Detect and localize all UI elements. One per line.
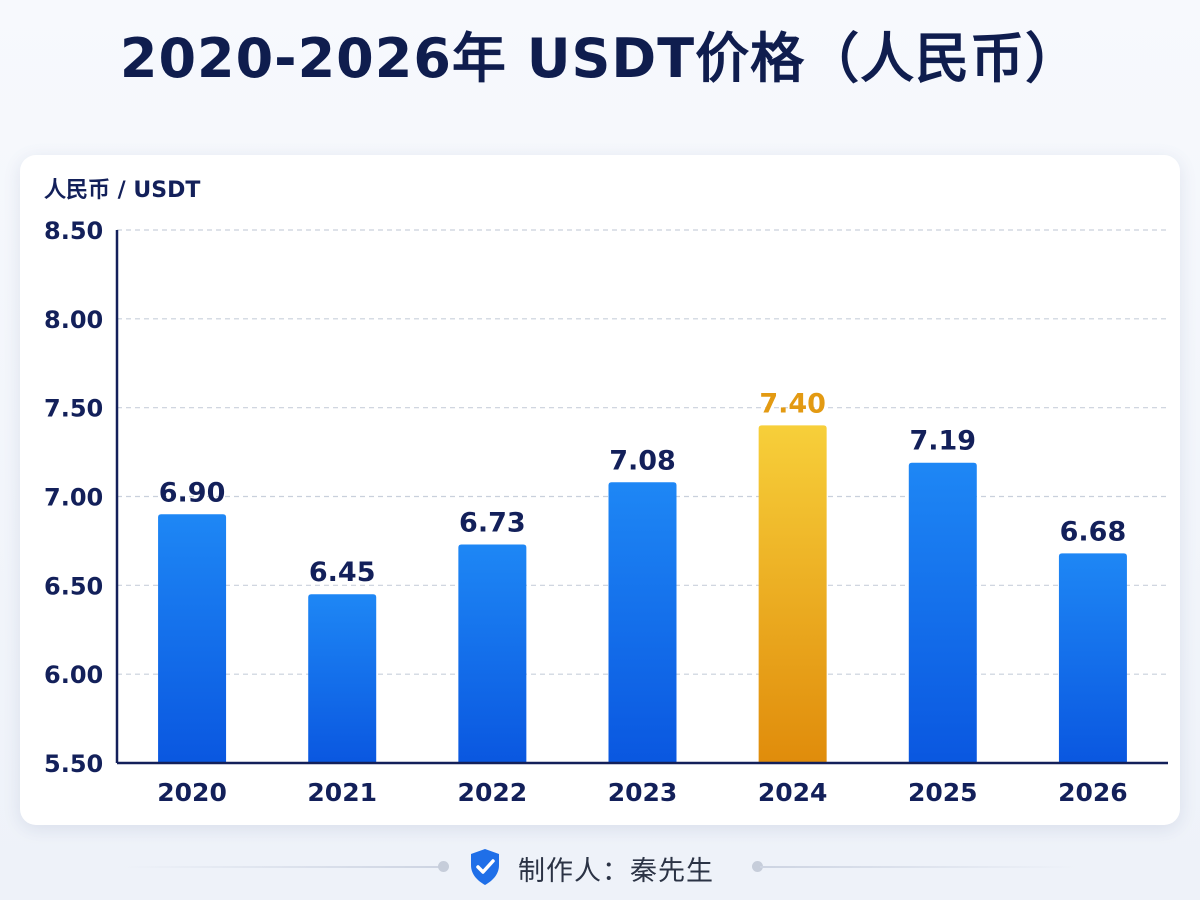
y-tick-label: 7.00: [44, 484, 103, 512]
y-tick-label: 8.50: [44, 217, 103, 245]
bar-2020: [158, 514, 227, 763]
y-tick-label: 8.00: [44, 306, 103, 334]
data-label-2022: 6.73: [459, 507, 526, 538]
data-label-2023: 7.08: [609, 445, 676, 476]
x-tick-label-2023: 2023: [608, 778, 678, 807]
x-tick-label-2020: 2020: [157, 778, 227, 807]
footer-divider-right: [760, 866, 1080, 868]
bar-2023: [608, 482, 677, 763]
data-label-2025: 7.19: [909, 426, 976, 457]
x-tick-label-2022: 2022: [458, 778, 528, 807]
bar-2021: [308, 594, 377, 763]
data-label-2024: 7.40: [759, 388, 826, 419]
y-tick-label: 6.00: [44, 661, 103, 689]
chart-title: 2020-2026年 USDT价格（人民币）: [119, 27, 1081, 90]
x-tick-label-2024: 2024: [758, 778, 828, 807]
x-tick-label-2026: 2026: [1058, 778, 1128, 807]
y-tick-label: 5.50: [44, 750, 103, 778]
footer: 制作人：秦先生: [0, 842, 1200, 892]
author-credit: 制作人：秦先生: [518, 856, 714, 887]
data-label-2026: 6.68: [1060, 516, 1127, 547]
bar-2026: [1058, 553, 1127, 763]
footer-dot-left: [438, 861, 449, 872]
data-label-2020: 6.90: [159, 477, 226, 508]
y-axis-label: 人民币 / USDT: [44, 178, 200, 203]
footer-divider-left: [120, 866, 440, 868]
bar-2025: [908, 462, 977, 763]
x-tick-label-2021: 2021: [307, 778, 377, 807]
x-tick-label-2025: 2025: [908, 778, 978, 807]
data-label-2021: 6.45: [309, 557, 376, 588]
y-tick-label: 7.50: [44, 395, 103, 423]
y-tick-label: 6.50: [44, 572, 103, 600]
bar-2022: [458, 544, 527, 763]
shield-check-icon: [471, 849, 499, 885]
footer-dot-right: [752, 861, 763, 872]
bar-2024: [758, 425, 827, 763]
